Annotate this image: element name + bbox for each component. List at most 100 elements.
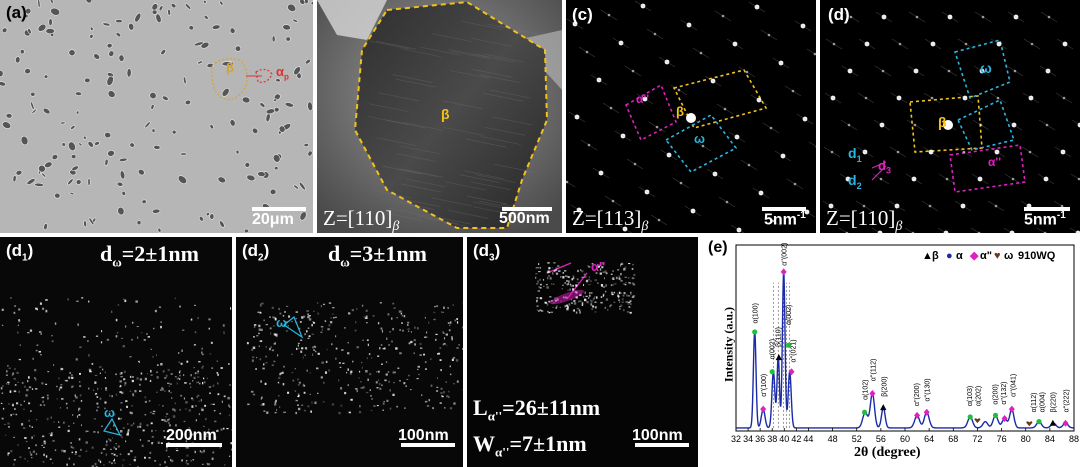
bright-speckle <box>564 305 567 308</box>
bright-speckle <box>449 365 451 368</box>
bright-speckle <box>331 313 334 315</box>
bright-speckle <box>423 353 426 356</box>
x-tick-label: 88 <box>1069 434 1079 444</box>
bright-speckle <box>125 400 128 403</box>
bright-speckle <box>363 316 366 319</box>
panel-d-scale-bar <box>1024 207 1070 211</box>
bright-speckle <box>52 462 54 465</box>
alpha2-cell-outline <box>949 144 1026 193</box>
x-tick-label: 80 <box>1021 434 1031 444</box>
bright-speckle <box>229 406 231 408</box>
bright-speckle <box>143 456 146 459</box>
bright-speckle <box>601 262 603 265</box>
x-tick-label: 56 <box>876 434 886 444</box>
diffuse-streak <box>823 146 841 158</box>
bright-speckle <box>18 390 20 393</box>
bright-speckle <box>191 433 193 436</box>
bright-speckle <box>287 391 290 394</box>
bright-speckle <box>92 389 95 391</box>
grain-streak <box>368 103 409 113</box>
bright-speckle <box>338 411 341 415</box>
panel-d-d3-label: d3 <box>878 158 891 176</box>
grain-streak <box>443 127 484 136</box>
bright-speckle <box>370 357 373 359</box>
dark-field-image-d3 <box>535 262 636 314</box>
bright-speckle <box>372 315 375 317</box>
bright-speckle <box>23 400 26 402</box>
bright-speckle <box>33 435 35 437</box>
bright-speckle <box>71 386 73 388</box>
alpha-precipitate <box>87 141 94 148</box>
bright-speckle <box>35 388 38 390</box>
bright-speckle <box>611 284 614 286</box>
diffuse-streak <box>634 0 652 12</box>
bright-speckle <box>192 459 195 461</box>
alpha-precipitate <box>193 41 204 47</box>
bright-speckle <box>298 327 301 330</box>
bright-speckle <box>265 323 269 326</box>
bright-speckle <box>274 318 277 321</box>
bright-speckle <box>405 385 407 387</box>
alpha-precipitate <box>106 75 114 86</box>
alpha-precipitate <box>42 107 51 115</box>
bright-speckle <box>417 368 419 371</box>
grain-streak <box>388 207 429 217</box>
bright-speckle <box>581 276 584 278</box>
bright-speckle <box>174 409 176 412</box>
bright-speckle <box>449 324 451 326</box>
diffraction-spot <box>631 69 635 73</box>
bright-speckle <box>1 385 4 388</box>
bright-speckle <box>548 267 551 270</box>
panel-d-alpha2-marker: α'' <box>988 155 1002 169</box>
bright-speckle <box>104 401 107 404</box>
panel-c-zone-axis: Z=[113]β <box>572 206 649 233</box>
grain-streak <box>498 25 539 35</box>
bright-speckle <box>228 455 231 457</box>
bright-speckle <box>377 322 380 325</box>
diffuse-streak <box>1038 119 1056 131</box>
bright-speckle <box>170 458 172 462</box>
alpha-precipitate <box>119 170 126 180</box>
x-tick-label: 42 <box>791 434 801 444</box>
bright-speckle <box>349 372 352 375</box>
bright-speckle <box>559 306 562 309</box>
bright-speckle <box>181 349 183 352</box>
bright-speckle <box>540 310 544 312</box>
bright-speckle <box>67 298 69 301</box>
alpha-precipitate <box>117 206 125 216</box>
bright-speckle <box>14 305 16 307</box>
diffuse-streak <box>752 187 770 199</box>
bright-speckle <box>620 304 623 307</box>
bright-speckle <box>330 317 332 319</box>
alpha-precipitate <box>160 49 167 56</box>
bright-speckle <box>139 425 142 428</box>
bright-speckle <box>447 322 450 324</box>
alpha-precipitate <box>104 132 112 139</box>
bright-speckle <box>599 272 602 275</box>
xrd-phase-markers <box>752 268 1069 427</box>
bright-speckle <box>312 322 316 324</box>
bright-speckle <box>555 272 559 275</box>
alpha-precipitate <box>121 191 126 196</box>
grain-streak <box>448 48 489 58</box>
diffraction-spot <box>690 208 696 214</box>
bright-speckle <box>347 384 349 387</box>
bright-speckle <box>618 275 621 278</box>
bright-speckle <box>42 460 45 463</box>
bright-speckle <box>95 335 99 337</box>
bright-speckle <box>91 465 95 467</box>
bright-speckle <box>561 288 563 290</box>
alpha-precipitate <box>305 59 311 65</box>
bright-speckle <box>1 308 4 312</box>
bright-speckle <box>604 306 607 309</box>
bright-speckle <box>340 387 343 390</box>
bright-speckle <box>584 276 587 278</box>
bright-speckle <box>35 444 38 447</box>
bright-speckle <box>132 394 134 397</box>
bright-speckle <box>94 381 97 384</box>
bright-speckle <box>182 329 185 331</box>
bright-speckle <box>550 296 552 298</box>
bright-speckle <box>272 325 275 327</box>
bright-speckle <box>227 396 230 400</box>
bright-speckle <box>59 407 62 409</box>
